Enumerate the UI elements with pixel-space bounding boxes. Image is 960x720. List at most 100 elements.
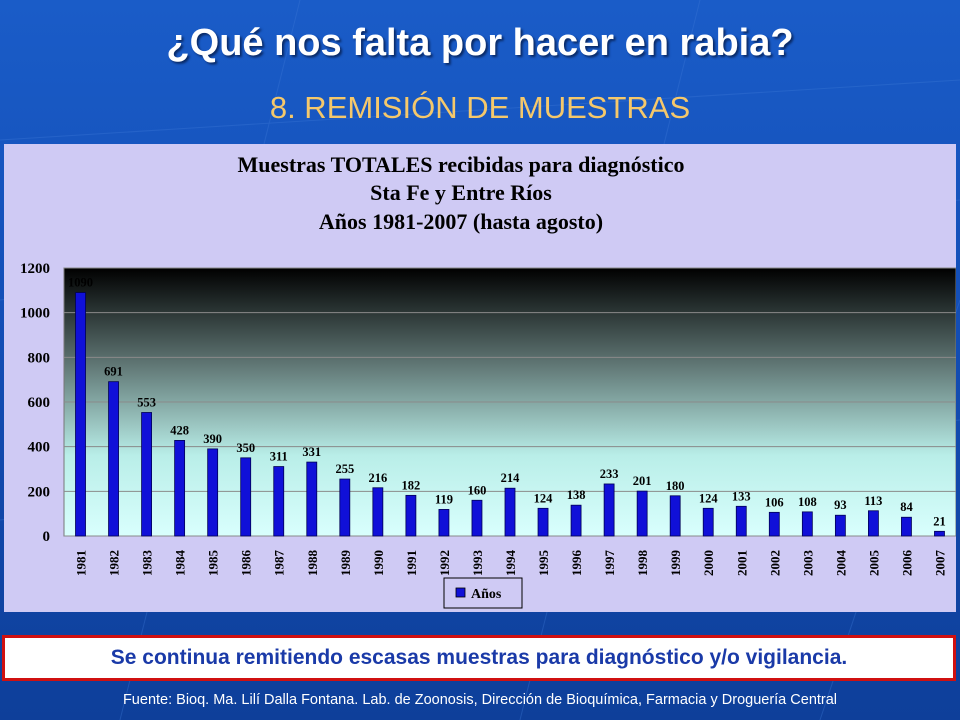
- legend-label: Años: [471, 587, 502, 602]
- slide-title: ¿Qué nos falta por hacer en rabia?: [166, 22, 794, 64]
- bar-1995: [537, 507, 549, 537]
- bar-2002: [768, 511, 780, 537]
- data-label: 160: [468, 483, 487, 497]
- data-label: 108: [798, 495, 817, 509]
- bar-1983: [141, 412, 152, 537]
- y-tick-label: 1200: [20, 261, 50, 277]
- bar-1982: [108, 381, 119, 537]
- x-tick-label: 1992: [437, 550, 452, 576]
- x-tick-label: 1998: [635, 550, 650, 577]
- data-label: 84: [900, 500, 913, 514]
- x-tick-label: 1981: [74, 550, 89, 576]
- source-footer: Fuente: Bioq. Ma. Lilí Dalla Fontana. La…: [122, 692, 838, 708]
- data-label: 180: [666, 479, 685, 493]
- x-tick-label: 2000: [701, 550, 716, 576]
- data-label: 93: [834, 498, 847, 512]
- data-label: 390: [203, 432, 222, 446]
- data-label: 106: [765, 495, 784, 509]
- bar-1999: [669, 495, 681, 537]
- x-tick-label: 1995: [536, 550, 551, 577]
- bar-2000: [702, 507, 714, 537]
- legend: Años: [443, 577, 523, 609]
- chart-title-line-3: Años 1981-2007 (hasta agosto): [319, 209, 603, 234]
- bar-1992: [438, 509, 450, 537]
- bar-1984: [174, 440, 186, 537]
- chart-title-line-2: Sta Fe y Entre Ríos: [370, 180, 552, 205]
- x-tick-label: 1987: [272, 550, 287, 577]
- x-tick-label: 1984: [173, 550, 188, 577]
- x-tick-label: 2004: [833, 550, 848, 577]
- x-tick-label: 1982: [107, 550, 122, 576]
- x-tick-label: 1983: [140, 550, 155, 577]
- bar-1989: [339, 478, 351, 537]
- bar-1997: [603, 483, 615, 537]
- y-tick-label: 1000: [20, 306, 50, 322]
- data-label: 21: [933, 514, 946, 528]
- data-label: 119: [435, 492, 453, 506]
- x-tick-label: 1990: [371, 550, 386, 576]
- bar-2001: [735, 505, 747, 537]
- bar-2005: [868, 510, 879, 537]
- data-label: 331: [302, 445, 321, 459]
- bar-1986: [240, 457, 252, 537]
- data-label: 113: [864, 494, 882, 508]
- bar-1981: [75, 292, 86, 537]
- data-label: 201: [633, 474, 652, 488]
- bar-1988: [306, 461, 318, 537]
- x-tick-label: 1991: [404, 550, 419, 576]
- x-tick-label: 1993: [470, 550, 485, 577]
- x-tick-label: 2001: [734, 550, 749, 576]
- data-label: 1090: [68, 276, 93, 290]
- x-tick-label: 1988: [305, 550, 320, 577]
- data-label: 182: [402, 478, 421, 492]
- note-text: Se continua remitiendo escasas muestras …: [110, 646, 848, 669]
- x-tick-label: 1986: [239, 550, 254, 577]
- x-tick-label: 2003: [800, 550, 815, 577]
- bar-1994: [504, 487, 516, 537]
- data-label: 233: [600, 467, 619, 481]
- x-tick-label: 2002: [767, 550, 782, 576]
- x-tick-label: 2005: [866, 550, 881, 577]
- data-label: 138: [567, 488, 586, 502]
- bar-1985: [207, 448, 219, 537]
- data-label: 691: [104, 365, 123, 379]
- bar-1998: [636, 490, 648, 537]
- bar-2007: [934, 530, 945, 537]
- data-label: 216: [368, 471, 387, 485]
- x-tick-label: 1996: [569, 550, 584, 577]
- bar-1996: [570, 504, 582, 537]
- data-label: 124: [534, 491, 554, 505]
- y-tick-label: 600: [28, 395, 51, 411]
- y-tick-label: 800: [28, 350, 51, 366]
- legend-swatch: [455, 587, 466, 598]
- bar-1990: [372, 487, 384, 537]
- x-tick-label: 1985: [206, 550, 221, 577]
- bar-2006: [901, 516, 912, 537]
- y-tick-label: 0: [43, 529, 51, 545]
- data-label: 214: [501, 471, 521, 485]
- data-label: 133: [732, 489, 751, 503]
- bar-2003: [801, 511, 813, 537]
- x-tick-label: 2006: [899, 550, 914, 577]
- data-label: 311: [270, 450, 288, 464]
- x-tick-label: 1999: [668, 550, 683, 577]
- y-tick-label: 200: [28, 484, 51, 500]
- data-label: 255: [335, 462, 354, 476]
- y-tick-label: 400: [28, 440, 51, 456]
- bar-chart: Muestras TOTALES recibidas para diagnóst…: [20, 152, 956, 609]
- bar-1987: [273, 466, 285, 537]
- data-label: 428: [170, 423, 189, 437]
- x-tick-label: 2007: [932, 550, 947, 577]
- x-tick-label: 1997: [602, 550, 617, 577]
- data-label: 350: [236, 441, 255, 455]
- bar-1991: [405, 494, 417, 537]
- slide-subtitle: 8. REMISIÓN DE MUESTRAS: [269, 90, 691, 125]
- bar-2004: [834, 514, 846, 537]
- chart-panel: Muestras TOTALES recibidas para diagnóst…: [4, 144, 956, 612]
- data-label: 124: [699, 491, 719, 505]
- x-tick-label: 1994: [503, 550, 518, 577]
- data-label: 553: [137, 395, 156, 409]
- bar-1993: [471, 499, 483, 537]
- chart-title-line-1: Muestras TOTALES recibidas para diagnóst…: [238, 152, 685, 177]
- note-box: Se continua remitiendo escasas muestras …: [2, 635, 956, 681]
